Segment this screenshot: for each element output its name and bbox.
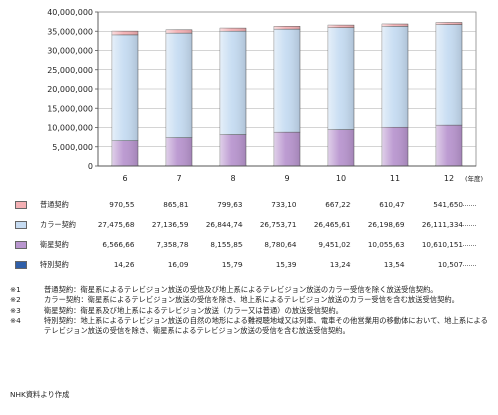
data-label: 26,465,617 bbox=[297, 220, 355, 229]
x-tick-label: 9 bbox=[284, 174, 289, 183]
data-label: 7,358,788 bbox=[135, 240, 193, 249]
data-label: 6,566,667 bbox=[81, 240, 139, 249]
bar-segment-shade bbox=[436, 125, 462, 166]
data-label: 8,780,647 bbox=[243, 240, 301, 249]
notes: ※1 普通契約：衛星系によるテレビジョン放送の受信及び地上系によるテレビジョン放送… bbox=[10, 285, 492, 336]
data-label: 970,555 bbox=[81, 200, 139, 209]
table-row: 普通契約 970,555 865,815 799,631 733,101 667,229 6… bbox=[0, 196, 498, 214]
bar-segment-shade bbox=[166, 29, 192, 34]
y-tick-label: 30,000,000 bbox=[47, 47, 93, 56]
data-label: 27,136,595 bbox=[135, 220, 193, 229]
note-text: 特別契約：地上系によるテレビジョン放送の自然の地形による難視聴地域又は列車、電車… bbox=[44, 315, 488, 336]
data-label: 26,198,692 bbox=[351, 220, 409, 229]
note: ※1 普通契約：衛星系によるテレビジョン放送の受信及び地上系によるテレビジョン放送… bbox=[10, 285, 492, 295]
bar-segment-shade bbox=[382, 127, 408, 166]
y-tick-label: 25,000,000 bbox=[47, 66, 93, 75]
y-tick-label: 40,000,000 bbox=[47, 8, 93, 17]
table-row: 衛星契約 6,566,667 7,358,788 8,155,854 8,780,647… bbox=[0, 236, 498, 254]
x-tick-label: 12 bbox=[444, 174, 454, 183]
data-label: 13,548 bbox=[351, 260, 409, 269]
note-text: カラー契約：衛星系によるテレビジョン放送の受信を除き、地上系によるテレビジョン放… bbox=[44, 295, 459, 305]
legend-swatch bbox=[15, 221, 27, 229]
data-label: 10,055,635 bbox=[351, 240, 409, 249]
data-label: 865,815 bbox=[135, 200, 193, 209]
data-label: 15,794 bbox=[189, 260, 247, 269]
note: ※4 特別契約：地上系によるテレビジョン放送の自然の地形による難視聴地域又は列車、… bbox=[10, 316, 492, 337]
bar-segment-shade bbox=[166, 137, 192, 166]
data-label: 27,475,680 bbox=[81, 220, 139, 229]
data-label: 26,844,744 bbox=[189, 220, 247, 229]
y-tick-label: 10,000,000 bbox=[47, 124, 93, 133]
data-table: 普通契約 970,555 865,815 799,631 733,101 667,229 6… bbox=[0, 190, 498, 274]
bar-segment-shade bbox=[220, 31, 246, 135]
legend-label: 普通契約 bbox=[40, 200, 69, 209]
data-label: 16,097 bbox=[135, 260, 193, 269]
bar-segment-shade bbox=[328, 129, 354, 166]
data-label: 14,267 bbox=[81, 260, 139, 269]
data-label: 667,229 bbox=[297, 200, 355, 209]
legend-label: カラー契約 bbox=[40, 220, 76, 229]
bar-segment-shade bbox=[112, 31, 138, 35]
bar-segment-shade bbox=[328, 25, 354, 28]
x-tick-label: 8 bbox=[230, 174, 235, 183]
data-label: 13,249 bbox=[297, 260, 355, 269]
legend-swatch bbox=[15, 261, 27, 269]
note-text: 普通契約：衛星系によるテレビジョン放送の受信及び地上系によるテレビジョン放送のカ… bbox=[44, 285, 438, 294]
x-tick-label: 7 bbox=[176, 174, 181, 183]
data-label: 10,507 bbox=[405, 260, 463, 269]
bar-segment-shade bbox=[274, 26, 300, 30]
table-row: カラー契約 27,475,680 27,136,595 26,844,744 26,75… bbox=[0, 216, 498, 234]
y-tick-label: 0 bbox=[88, 162, 93, 171]
data-label: 15,391 bbox=[243, 260, 301, 269]
legend-label: 衛星契約 bbox=[40, 240, 69, 249]
data-label: 26,111,334 bbox=[405, 220, 463, 229]
note-mark: ※3 bbox=[10, 305, 21, 315]
note-mark: ※1 bbox=[10, 285, 21, 294]
bar-segment-shade bbox=[382, 24, 408, 27]
y-tick-label: 15,000,000 bbox=[47, 104, 93, 113]
y-tick-label: 20,000,000 bbox=[47, 85, 93, 94]
note-mark: ※2 bbox=[10, 295, 21, 305]
bar-segment-shade bbox=[112, 140, 138, 166]
data-label: 10,610,151 bbox=[405, 240, 463, 249]
x-tick-label: 11 bbox=[390, 174, 400, 183]
bar-segment-shade bbox=[220, 28, 246, 32]
bar-segment-shade bbox=[274, 29, 300, 133]
x-unit-label: (年度) bbox=[465, 174, 483, 183]
data-label: 9,451,022 bbox=[297, 240, 355, 249]
x-tick-label: 10 bbox=[336, 174, 346, 183]
table-row: 特別契約 14,267 16,097 15,794 15,391 13,249 13,548… bbox=[0, 256, 498, 274]
stacked-bar-chart: 0 5,000,000 10,000,000 15,000,000 20,000,000… bbox=[47, 8, 483, 183]
bar-segment-shade bbox=[436, 22, 462, 25]
bar-segment-shade bbox=[436, 24, 462, 126]
y-tick-label: 5,000,000 bbox=[52, 143, 93, 152]
note: ※2 カラー契約：衛星系によるテレビジョン放送の受信を除き、地上系によるテレビジョ… bbox=[10, 295, 492, 305]
data-label: 799,631 bbox=[189, 200, 247, 209]
data-label: 8,155,854 bbox=[189, 240, 247, 249]
legend-swatch bbox=[15, 241, 27, 249]
bar-segment-shade bbox=[220, 134, 246, 166]
bar-segment-shade bbox=[112, 34, 138, 141]
bar-segment-shade bbox=[328, 27, 354, 130]
legend-swatch bbox=[15, 201, 27, 209]
source-note: NHK資料より作成 bbox=[10, 390, 70, 399]
note-text: 衛星契約：衛星系及び地上系によるテレビジョン放送（カラー又は普通）の放送受信契約… bbox=[44, 305, 343, 315]
data-label: 733,101 bbox=[243, 200, 301, 209]
data-label: 610,479 bbox=[351, 200, 409, 209]
note: ※3 衛星契約：衛星系及び地上系によるテレビジョン放送（カラー又は普通）の放送受信… bbox=[10, 306, 492, 316]
data-label: 541,650 bbox=[405, 200, 463, 209]
data-label: 26,753,715 bbox=[243, 220, 301, 229]
y-tick-label: 35,000,000 bbox=[47, 27, 93, 36]
bar-segment-shade bbox=[382, 26, 408, 128]
note-mark: ※4 bbox=[10, 315, 21, 325]
x-tick-label: 6 bbox=[122, 174, 127, 183]
bar-segment-shade bbox=[166, 33, 192, 138]
legend-label: 特別契約 bbox=[40, 260, 69, 269]
bar-segment-shade bbox=[274, 132, 300, 166]
